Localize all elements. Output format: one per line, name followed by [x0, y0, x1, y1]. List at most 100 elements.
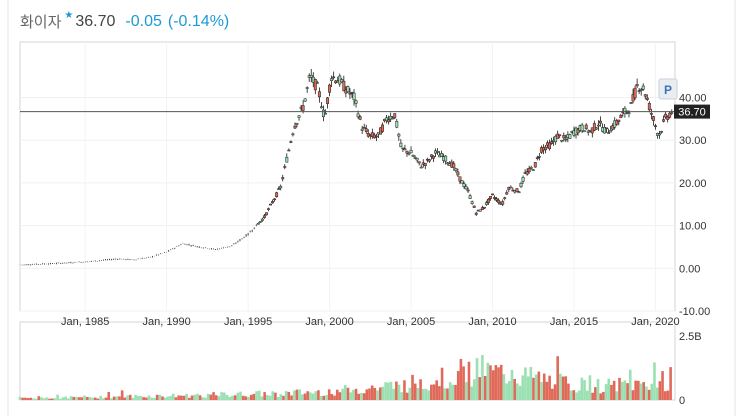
volume-bar — [169, 395, 172, 400]
volume-bar — [309, 392, 312, 400]
candle-body — [619, 115, 623, 119]
volume-bar — [32, 398, 35, 400]
candle-body — [464, 186, 468, 190]
stock-header: 화이자 ★ 36.70 -0.05 (-0.14%) — [20, 10, 235, 33]
volume-bar — [40, 397, 43, 400]
volume-bar — [403, 380, 406, 400]
volume-bar — [214, 395, 218, 400]
candle-body — [395, 121, 399, 128]
volume-bar — [188, 397, 191, 400]
candle-body — [503, 197, 507, 199]
candle-body — [480, 207, 484, 210]
candle-body — [328, 84, 332, 93]
stock-price: 36.70 — [75, 12, 116, 30]
candle-body — [346, 86, 350, 93]
candle-body — [517, 191, 521, 194]
volume-bar — [524, 367, 527, 400]
volume-bar — [64, 396, 68, 400]
candle-body — [262, 215, 266, 218]
candle-body — [533, 162, 537, 168]
candle-body — [267, 208, 270, 210]
volume-bar — [486, 362, 490, 400]
candle-body — [641, 85, 645, 90]
candle-body — [554, 135, 558, 143]
volume-bar — [295, 389, 299, 400]
candle-body — [297, 115, 301, 118]
volume-bar — [400, 392, 404, 400]
candle-body — [537, 156, 541, 158]
candle-body — [287, 149, 291, 152]
candle-body — [515, 188, 519, 192]
volume-bar — [669, 367, 672, 400]
candle-body — [460, 180, 464, 184]
candle-body — [258, 221, 262, 223]
candle-body — [342, 80, 346, 92]
candle-body — [260, 218, 264, 221]
volume-bar — [107, 392, 111, 400]
current-price-label: 36.70 — [678, 107, 706, 119]
volume-bar — [185, 393, 188, 400]
volume-bar — [247, 396, 250, 400]
candle-body — [548, 142, 551, 150]
volume-bar — [45, 397, 49, 400]
volume-bar — [102, 398, 105, 400]
volume-bar — [540, 381, 543, 400]
volume-bar — [182, 395, 186, 400]
candle-body — [617, 119, 621, 123]
volume-bar — [575, 392, 578, 400]
volume-axis: 2.5B 0 — [679, 331, 702, 407]
candle-body — [550, 141, 554, 144]
volume-bar — [389, 381, 393, 400]
candle-body — [615, 120, 619, 125]
volume-bar — [180, 395, 183, 400]
volume-bar — [411, 374, 414, 400]
volume-bar — [204, 397, 207, 400]
candle-body — [446, 162, 450, 164]
volume-bar — [61, 397, 65, 400]
volume-bar — [658, 381, 662, 400]
volume-bar — [327, 389, 331, 400]
time-tick-label: Jan, 2000 — [305, 316, 353, 328]
volume-bar — [228, 396, 231, 400]
volume-bar — [120, 390, 124, 400]
volume-bar — [190, 395, 194, 400]
volume-bar — [497, 367, 500, 400]
candle-body — [489, 196, 492, 199]
candle-body — [605, 127, 609, 130]
candle-body — [256, 223, 260, 225]
time-tick-label: Jan, 1990 — [142, 316, 190, 328]
volume-bar — [110, 398, 113, 400]
volume-bar — [274, 392, 277, 400]
volume-bar — [661, 371, 664, 400]
candle-body — [544, 146, 547, 151]
price-tick-label: 0.00 — [679, 263, 700, 275]
volume-bar — [352, 389, 355, 400]
star-icon[interactable]: ★ — [64, 10, 74, 21]
candle-body — [374, 135, 378, 138]
candle-body — [399, 142, 403, 148]
candle-body — [423, 163, 427, 166]
volume-tick-label: 2.5B — [679, 331, 702, 343]
candle-body — [651, 116, 655, 121]
time-tick-label: Jan, 1985 — [61, 316, 109, 328]
volume-bar — [279, 394, 283, 400]
volume-bar — [306, 391, 309, 400]
candle-body — [521, 177, 525, 182]
candle-body — [362, 127, 366, 129]
volume-bar — [518, 385, 522, 400]
candle-body — [576, 128, 580, 134]
candle-body — [283, 166, 287, 168]
candle-body — [527, 167, 531, 173]
candle-body — [385, 117, 389, 121]
p-badge[interactable]: P — [658, 78, 678, 100]
volume-bar — [639, 383, 643, 400]
volume-bar — [139, 396, 143, 400]
candle-body — [271, 201, 274, 204]
volume-bar — [610, 384, 613, 400]
candle-body — [415, 157, 419, 161]
candle-body — [391, 117, 395, 120]
volume-bar — [80, 397, 84, 400]
volume-bar — [416, 387, 420, 400]
volume-bar — [88, 397, 92, 400]
candle-body — [562, 135, 566, 139]
